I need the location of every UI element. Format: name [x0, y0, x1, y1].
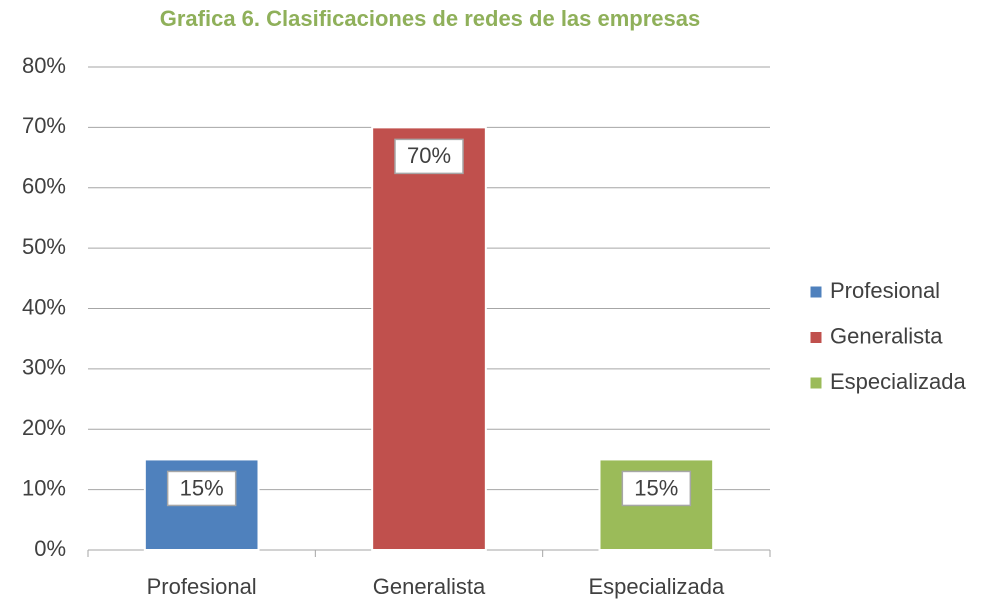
y-tick-label: 50% [22, 234, 66, 259]
y-tick-label: 10% [22, 475, 66, 500]
x-tick-label: Profesional [147, 574, 257, 599]
y-tick-label: 40% [22, 294, 66, 319]
legend-label: Profesional [830, 278, 940, 303]
chart-title: Grafica 6. Clasificaciones de redes de l… [160, 6, 701, 31]
legend-swatch [809, 331, 823, 344]
y-tick-label: 70% [22, 113, 66, 138]
x-tick-label: Especializada [588, 574, 725, 599]
legend-swatch [809, 285, 823, 299]
value-label: 15% [180, 475, 224, 500]
value-label-box [166, 470, 237, 507]
y-tick-label: 0% [34, 536, 66, 561]
legend-swatch [809, 376, 823, 390]
value-label: 70% [407, 143, 451, 168]
value-label-box [394, 138, 464, 175]
y-tick-label: 60% [22, 174, 66, 199]
x-tick-label: Generalista [373, 574, 486, 599]
y-tick-label: 80% [22, 53, 66, 78]
y-tick-label: 20% [22, 415, 66, 440]
value-label: 15% [634, 475, 678, 500]
value-label-box [621, 470, 692, 507]
y-tick-label: 30% [22, 355, 66, 380]
bar [371, 126, 487, 551]
legend-label: Especializada [830, 369, 967, 394]
legend-label: Generalista [830, 323, 943, 348]
